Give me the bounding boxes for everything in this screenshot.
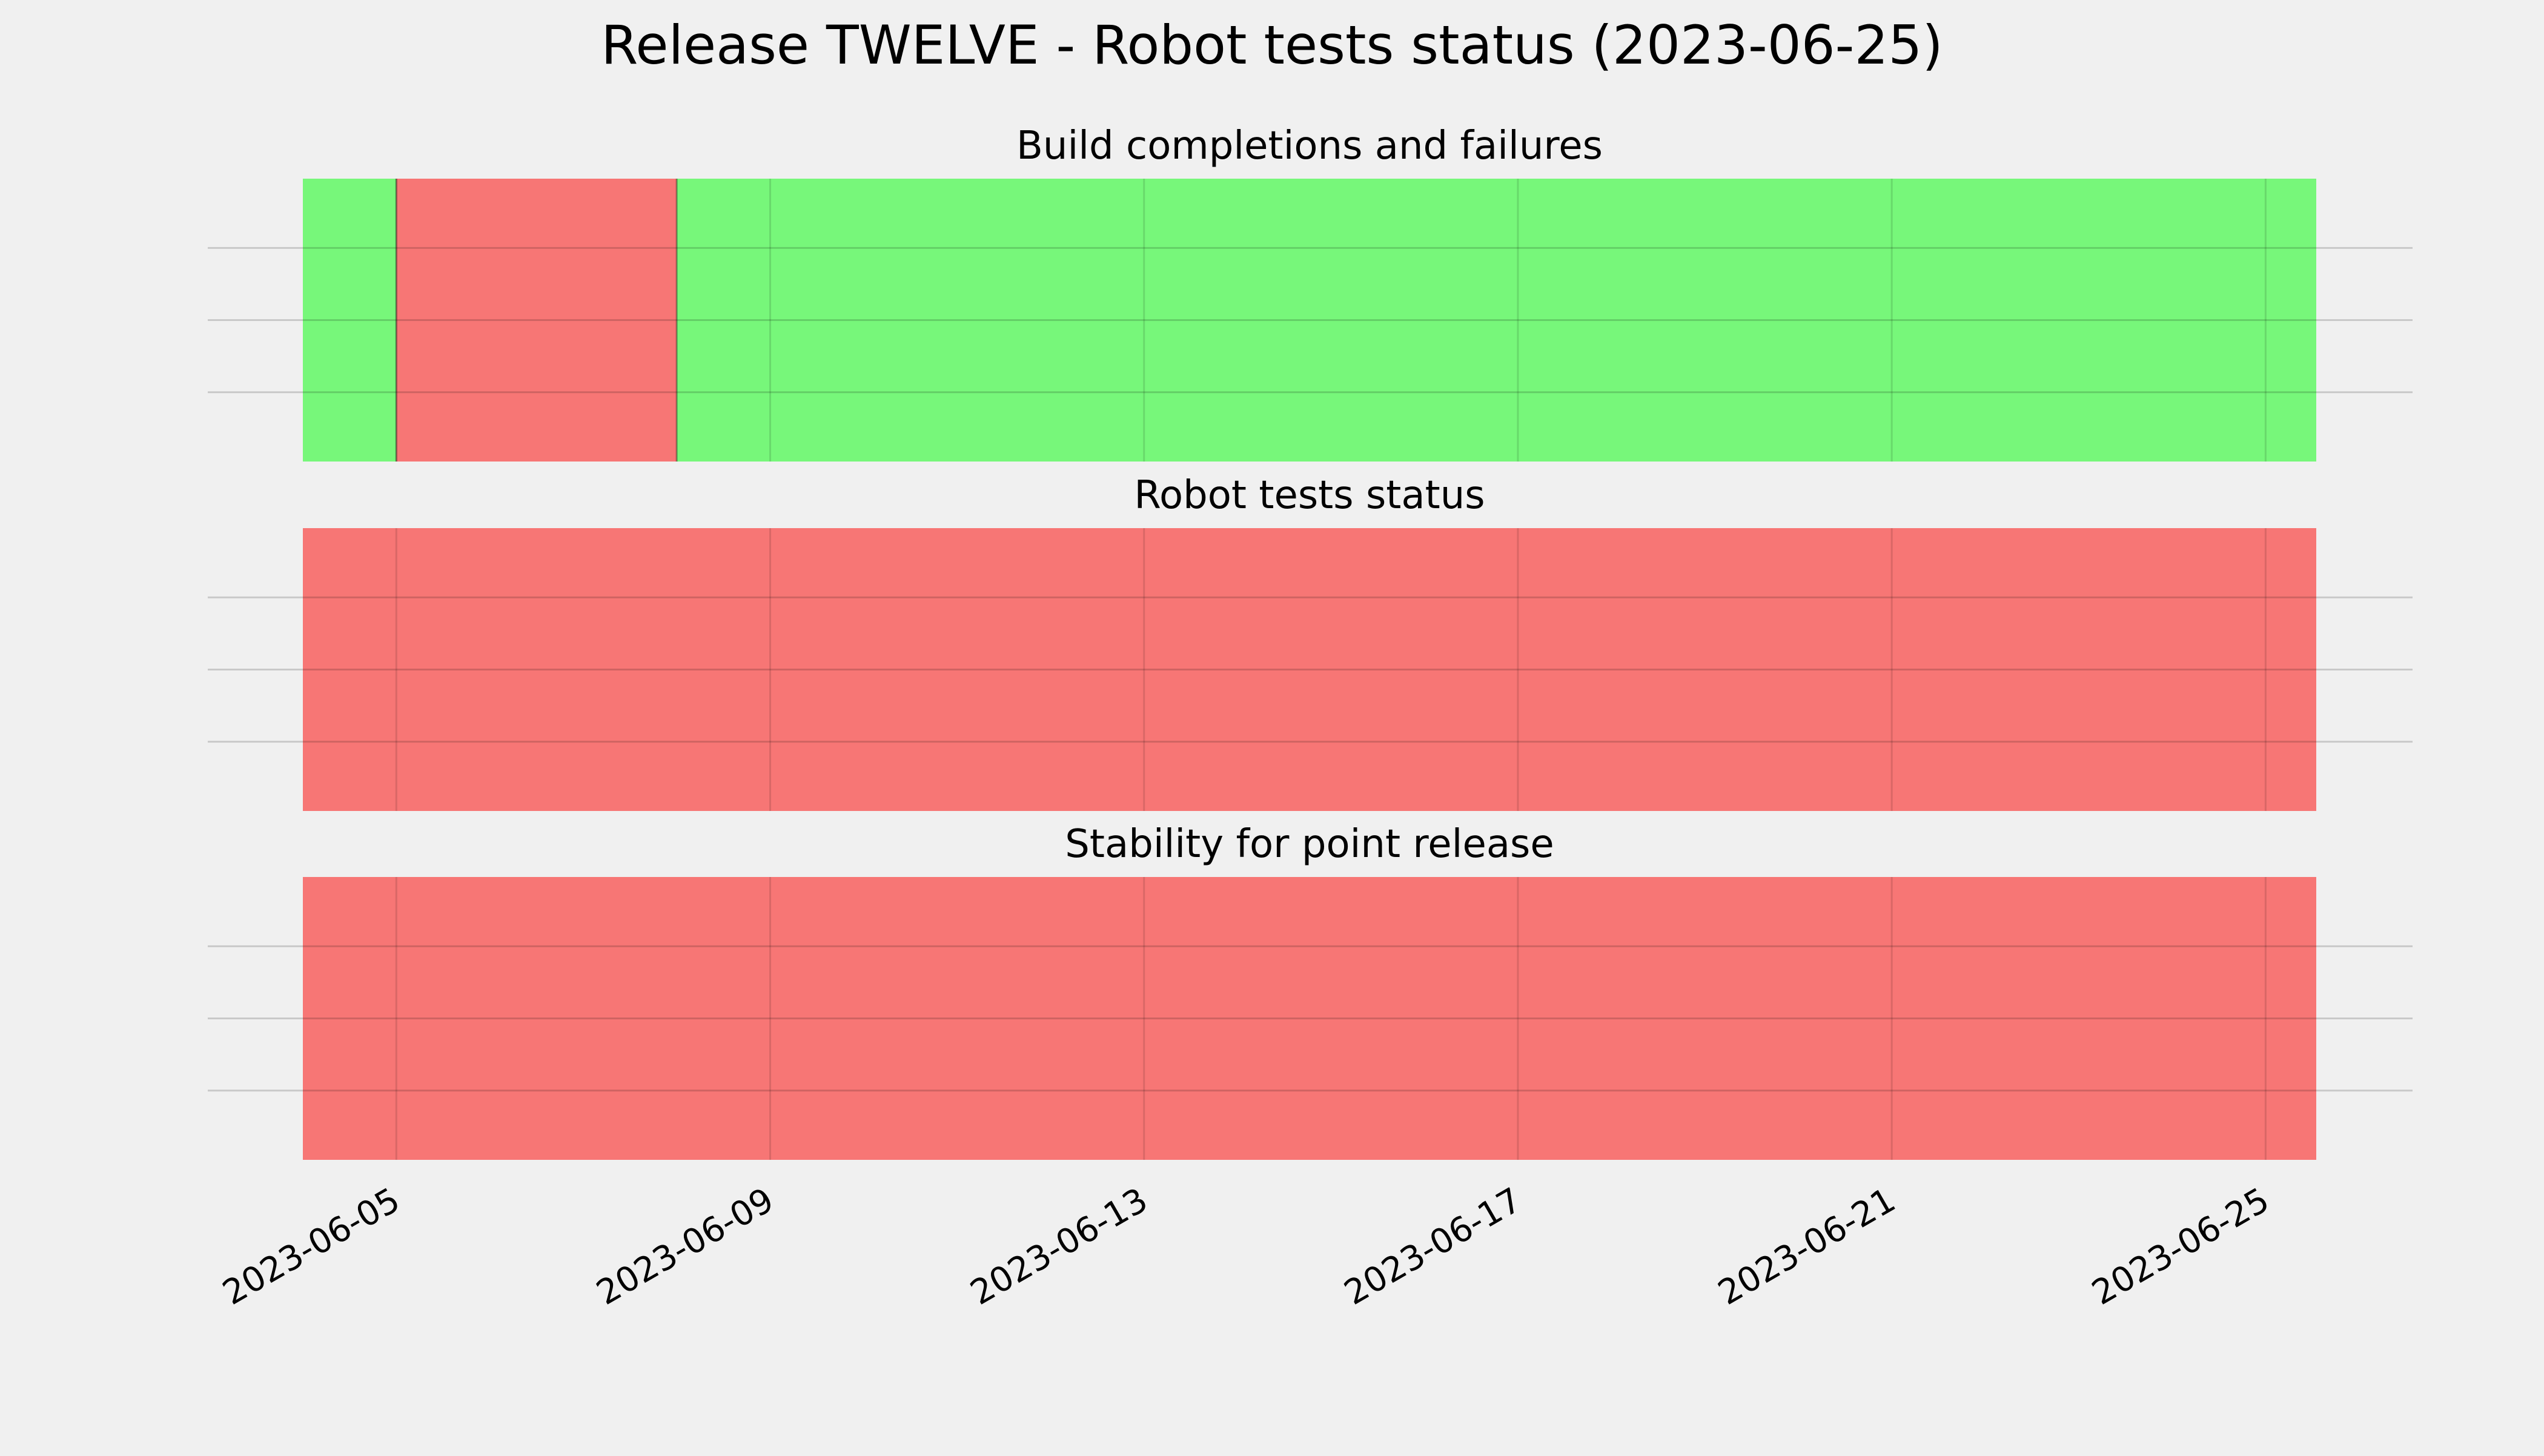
status-segment-fail <box>303 877 2316 1160</box>
panel-title: Build completions and failures <box>1016 124 1603 168</box>
status-segment-fail <box>303 528 2316 811</box>
status-segment-pass <box>677 179 2316 462</box>
panels-layer: Build completions and failures Robot test… <box>208 124 2413 1160</box>
panel-2: Robot tests status <box>208 473 2413 811</box>
panel-1: Build completions and failures <box>208 124 2413 462</box>
panel-3: Stability for point release <box>208 822 2413 1160</box>
status-segment-fail <box>396 179 677 462</box>
panel-title: Robot tests status <box>1134 473 1485 518</box>
panel-title: Stability for point release <box>1065 822 1554 867</box>
status-segment-pass <box>303 179 397 462</box>
chart-title: Release TWELVE - Robot tests status (202… <box>601 14 1943 76</box>
